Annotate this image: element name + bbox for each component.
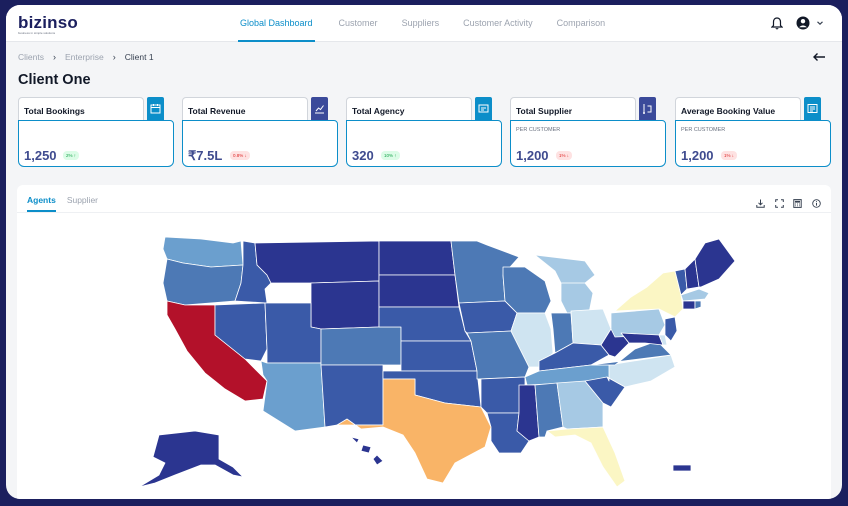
card-body: 1,250 2% ↑ [18, 120, 174, 167]
breadcrumb-current: Client 1 [124, 52, 154, 62]
state-hawaii[interactable] [350, 436, 384, 466]
trend-badge: 10% ↑ [381, 151, 400, 160]
nav-global-dashboard[interactable]: Global Dashboard [238, 5, 315, 42]
card-value: 1,200 [681, 148, 714, 163]
kpi-card-total-agency[interactable]: Total Agency 320 10% ↑ [346, 97, 502, 167]
card-value: 1,200 [516, 148, 549, 163]
card-value: 1,250 [24, 148, 57, 163]
state-massachusetts[interactable] [680, 288, 710, 302]
booking-value-icon [804, 97, 821, 121]
state-florida[interactable] [546, 426, 626, 488]
bizinso-logo[interactable]: bizinso [18, 13, 78, 32]
trend-badge: 0.8% ↓ [230, 151, 250, 160]
card-title: Total Revenue [188, 106, 246, 116]
panel-tabs: Agents Supplier [27, 195, 109, 212]
kpi-card-total-bookings[interactable]: Total Bookings 1,250 2% ↑ [18, 97, 174, 167]
download-icon[interactable] [756, 199, 765, 208]
state-virginia[interactable] [590, 340, 672, 366]
state-delaware[interactable] [658, 334, 668, 346]
us-states-map [138, 236, 736, 488]
card-title: Total Agency [352, 106, 405, 116]
card-value: ₹7.5L [188, 148, 223, 163]
state-wisconsin[interactable] [502, 266, 552, 314]
page-title: Client One [18, 72, 91, 88]
card-body: PER CUSTOMER 1,200 1% ↓ [510, 120, 666, 167]
state-north-carolina[interactable] [606, 354, 676, 388]
top-navigation-bar: bizinso business in simple solutions Glo… [6, 5, 842, 42]
breadcrumb-separator-icon: › [52, 52, 56, 62]
tab-supplier[interactable]: Supplier [66, 195, 98, 205]
nav-customer[interactable]: Customer [338, 18, 378, 28]
state-south-carolina[interactable] [584, 376, 626, 408]
logo-tagline: business in simple solutions [18, 31, 56, 35]
state-maine[interactable] [694, 238, 736, 288]
user-circle-icon[interactable] [796, 16, 810, 30]
revenue-chart-icon [311, 97, 328, 121]
calculator-icon[interactable] [793, 199, 802, 208]
card-subtitle: PER CUSTOMER [516, 127, 561, 133]
state-texas[interactable] [336, 378, 492, 484]
card-header: Total Revenue [182, 97, 308, 121]
info-icon[interactable] [812, 199, 821, 208]
card-body: ₹7.5L 0.8% ↓ [182, 120, 338, 167]
breadcrumb-clients[interactable]: Clients [18, 52, 44, 62]
state-connecticut[interactable] [682, 300, 696, 310]
map-panel: Agents Supplier [17, 185, 831, 499]
nav-customer-activity[interactable]: Customer Activity [463, 18, 533, 28]
breadcrumb-enterprise[interactable]: Enterprise [64, 52, 104, 62]
state-north-dakota[interactable] [378, 240, 456, 276]
card-subtitle: PER CUSTOMER [681, 127, 726, 133]
kpi-card-total-revenue[interactable]: Total Revenue ₹7.5L 0.8% ↓ [182, 97, 338, 167]
state-iowa[interactable] [458, 300, 518, 334]
agency-icon [475, 97, 492, 121]
state-oregon[interactable] [162, 258, 244, 306]
kpi-card-total-supplier[interactable]: Total Supplier PER CUSTOMER 1,200 1% ↓ [510, 97, 666, 167]
card-title: Average Booking Value [681, 106, 776, 116]
supplier-icon [639, 97, 656, 121]
card-body: 320 10% ↑ [346, 120, 502, 167]
puerto-rico[interactable] [672, 464, 692, 472]
card-body: PER CUSTOMER 1,200 1% ↓ [675, 120, 831, 167]
breadcrumb: Clients › Enterprise › Client 1 [18, 52, 154, 62]
card-header: Total Agency [346, 97, 472, 121]
nav-suppliers[interactable]: Suppliers [401, 18, 440, 28]
state-pennsylvania[interactable] [610, 308, 666, 338]
card-header: Average Booking Value [675, 97, 801, 121]
app-window: bizinso business in simple solutions Glo… [6, 5, 842, 499]
state-colorado[interactable] [320, 326, 402, 366]
kpi-card-average-booking-value[interactable]: Average Booking Value PER CUSTOMER 1,200… [675, 97, 831, 167]
card-title: Total Supplier [516, 106, 573, 116]
trend-badge: 1% ↓ [556, 151, 573, 160]
state-arizona[interactable] [260, 360, 326, 432]
card-header: Total Bookings [18, 97, 144, 121]
nav-comparison[interactable]: Comparison [556, 18, 606, 28]
chevron-down-icon[interactable] [816, 19, 824, 27]
state-new-mexico[interactable] [320, 364, 384, 428]
state-rhode-island[interactable] [694, 300, 702, 310]
state-arkansas[interactable] [480, 376, 526, 414]
trend-badge: 1% ↓ [721, 151, 738, 160]
tab-agents[interactable]: Agents [27, 195, 56, 212]
back-arrow-icon[interactable] [812, 52, 826, 62]
state-wyoming[interactable] [310, 280, 380, 330]
trend-badge: 2% ↑ [63, 151, 80, 160]
state-montana[interactable] [254, 240, 380, 284]
card-value: 320 [352, 148, 374, 163]
tab-divider [17, 212, 831, 213]
state-alaska[interactable] [138, 430, 244, 488]
state-maryland[interactable] [620, 332, 664, 346]
bookings-icon [147, 97, 164, 121]
state-south-dakota[interactable] [378, 274, 460, 308]
bell-icon[interactable] [771, 17, 783, 30]
state-kansas[interactable] [400, 340, 478, 372]
fullscreen-icon[interactable] [775, 199, 784, 208]
main-nav: Global Dashboard Customer Suppliers Cust… [238, 5, 629, 42]
card-title: Total Bookings [24, 106, 85, 116]
breadcrumb-separator-icon: › [112, 52, 116, 62]
state-new-jersey[interactable] [664, 316, 678, 342]
card-header: Total Supplier [510, 97, 636, 121]
